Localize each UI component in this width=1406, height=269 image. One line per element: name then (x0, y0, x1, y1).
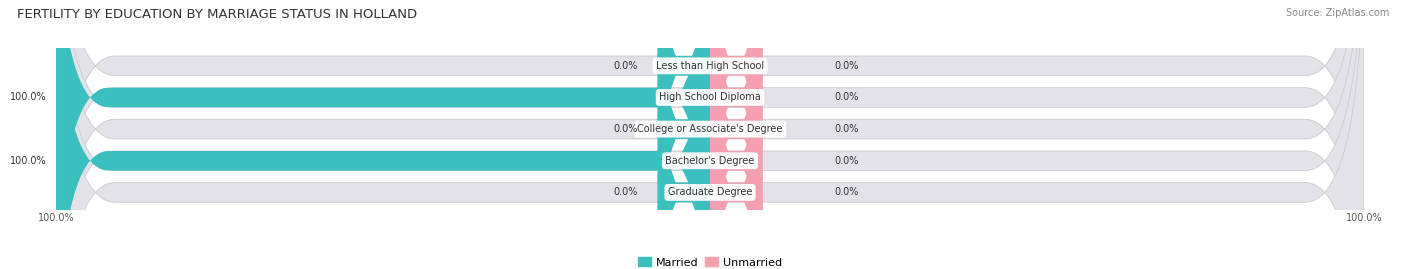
Text: 100.0%: 100.0% (10, 93, 46, 102)
Text: 100.0%: 100.0% (10, 156, 46, 166)
Text: Source: ZipAtlas.com: Source: ZipAtlas.com (1285, 8, 1389, 18)
FancyBboxPatch shape (56, 0, 1364, 269)
Text: 0.0%: 0.0% (834, 61, 859, 71)
FancyBboxPatch shape (658, 12, 710, 269)
FancyBboxPatch shape (56, 0, 1364, 269)
FancyBboxPatch shape (56, 0, 1364, 269)
FancyBboxPatch shape (710, 0, 762, 269)
FancyBboxPatch shape (56, 0, 710, 269)
FancyBboxPatch shape (658, 0, 710, 246)
Text: College or Associate's Degree: College or Associate's Degree (637, 124, 783, 134)
FancyBboxPatch shape (56, 0, 1364, 269)
Text: 0.0%: 0.0% (834, 156, 859, 166)
FancyBboxPatch shape (56, 0, 1364, 269)
Text: FERTILITY BY EDUCATION BY MARRIAGE STATUS IN HOLLAND: FERTILITY BY EDUCATION BY MARRIAGE STATU… (17, 8, 418, 21)
Text: 0.0%: 0.0% (834, 93, 859, 102)
Text: High School Diploma: High School Diploma (659, 93, 761, 102)
Text: 0.0%: 0.0% (834, 187, 859, 197)
FancyBboxPatch shape (710, 0, 762, 269)
FancyBboxPatch shape (658, 0, 710, 269)
FancyBboxPatch shape (56, 0, 710, 269)
Text: 0.0%: 0.0% (614, 187, 638, 197)
Text: Graduate Degree: Graduate Degree (668, 187, 752, 197)
FancyBboxPatch shape (710, 0, 762, 269)
Text: 0.0%: 0.0% (614, 61, 638, 71)
Text: 0.0%: 0.0% (834, 124, 859, 134)
Text: Bachelor's Degree: Bachelor's Degree (665, 156, 755, 166)
Legend: Married, Unmarried: Married, Unmarried (634, 253, 786, 269)
FancyBboxPatch shape (710, 12, 762, 269)
Text: 0.0%: 0.0% (614, 124, 638, 134)
Text: Less than High School: Less than High School (657, 61, 763, 71)
FancyBboxPatch shape (710, 0, 762, 246)
